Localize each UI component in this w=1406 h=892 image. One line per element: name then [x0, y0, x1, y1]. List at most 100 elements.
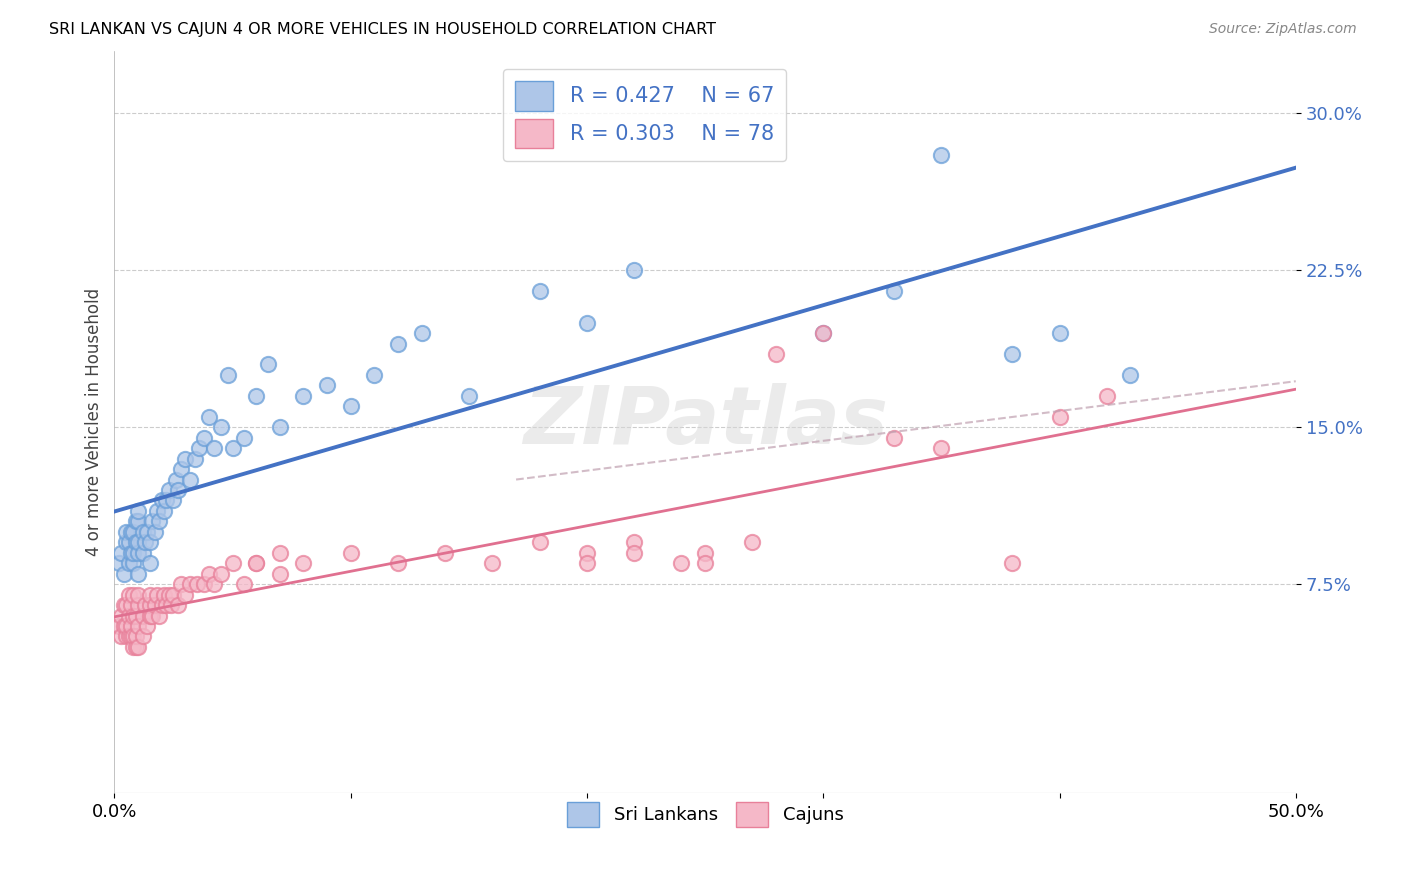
- Point: [387, 556, 409, 570]
- Point: [134, 598, 156, 612]
- Point: [813, 326, 835, 340]
- Point: [115, 524, 138, 539]
- Point: [623, 546, 645, 560]
- Point: [110, 608, 132, 623]
- Point: [813, 326, 835, 340]
- Point: [122, 630, 145, 644]
- Point: [160, 598, 183, 612]
- Point: [141, 515, 163, 529]
- Point: [434, 546, 457, 560]
- Legend: Sri Lankans, Cajuns: Sri Lankans, Cajuns: [558, 793, 852, 837]
- Point: [671, 556, 693, 570]
- Point: [292, 556, 315, 570]
- Point: [139, 535, 162, 549]
- Point: [122, 640, 145, 654]
- Point: [139, 588, 162, 602]
- Point: [127, 515, 149, 529]
- Point: [765, 347, 787, 361]
- Point: [124, 608, 146, 623]
- Point: [153, 504, 176, 518]
- Point: [316, 378, 339, 392]
- Point: [115, 630, 138, 644]
- Point: [529, 285, 551, 299]
- Point: [202, 441, 225, 455]
- Point: [193, 431, 215, 445]
- Point: [167, 598, 190, 612]
- Point: [741, 535, 763, 549]
- Point: [257, 358, 280, 372]
- Point: [150, 493, 173, 508]
- Point: [269, 546, 291, 560]
- Point: [184, 451, 207, 466]
- Point: [117, 588, 139, 602]
- Point: [153, 588, 176, 602]
- Point: [146, 588, 169, 602]
- Point: [162, 588, 184, 602]
- Point: [169, 577, 191, 591]
- Point: [693, 556, 716, 570]
- Point: [169, 462, 191, 476]
- Point: [529, 535, 551, 549]
- Point: [115, 619, 138, 633]
- Point: [112, 619, 135, 633]
- Point: [117, 608, 139, 623]
- Point: [127, 598, 149, 612]
- Point: [157, 483, 180, 497]
- Point: [575, 546, 598, 560]
- Point: [155, 493, 177, 508]
- Point: [245, 389, 267, 403]
- Point: [245, 556, 267, 570]
- Point: [110, 630, 132, 644]
- Point: [108, 619, 131, 633]
- Point: [139, 608, 162, 623]
- Point: [233, 431, 256, 445]
- Point: [165, 473, 187, 487]
- Point: [124, 535, 146, 549]
- Point: [112, 598, 135, 612]
- Point: [115, 598, 138, 612]
- Point: [188, 441, 211, 455]
- Point: [139, 556, 162, 570]
- Point: [623, 263, 645, 277]
- Point: [127, 504, 149, 518]
- Point: [198, 409, 221, 424]
- Point: [575, 556, 598, 570]
- Y-axis label: 4 or more Vehicles in Household: 4 or more Vehicles in Household: [86, 288, 103, 556]
- Point: [457, 389, 479, 403]
- Point: [174, 588, 197, 602]
- Point: [481, 556, 503, 570]
- Point: [245, 556, 267, 570]
- Point: [339, 546, 361, 560]
- Point: [120, 630, 142, 644]
- Point: [124, 630, 146, 644]
- Point: [155, 598, 177, 612]
- Point: [110, 546, 132, 560]
- Point: [174, 451, 197, 466]
- Point: [117, 556, 139, 570]
- Point: [931, 441, 953, 455]
- Point: [120, 619, 142, 633]
- Point: [221, 556, 243, 570]
- Point: [132, 524, 155, 539]
- Point: [127, 566, 149, 581]
- Point: [127, 640, 149, 654]
- Point: [162, 493, 184, 508]
- Point: [122, 588, 145, 602]
- Point: [339, 400, 361, 414]
- Point: [575, 316, 598, 330]
- Point: [122, 546, 145, 560]
- Point: [124, 640, 146, 654]
- Point: [931, 148, 953, 162]
- Point: [141, 608, 163, 623]
- Text: SRI LANKAN VS CAJUN 4 OR MORE VEHICLES IN HOUSEHOLD CORRELATION CHART: SRI LANKAN VS CAJUN 4 OR MORE VEHICLES I…: [49, 22, 716, 37]
- Point: [179, 473, 201, 487]
- Point: [202, 577, 225, 591]
- Point: [127, 535, 149, 549]
- Point: [193, 577, 215, 591]
- Point: [122, 524, 145, 539]
- Point: [1001, 347, 1024, 361]
- Point: [150, 598, 173, 612]
- Point: [117, 535, 139, 549]
- Point: [883, 431, 905, 445]
- Point: [167, 483, 190, 497]
